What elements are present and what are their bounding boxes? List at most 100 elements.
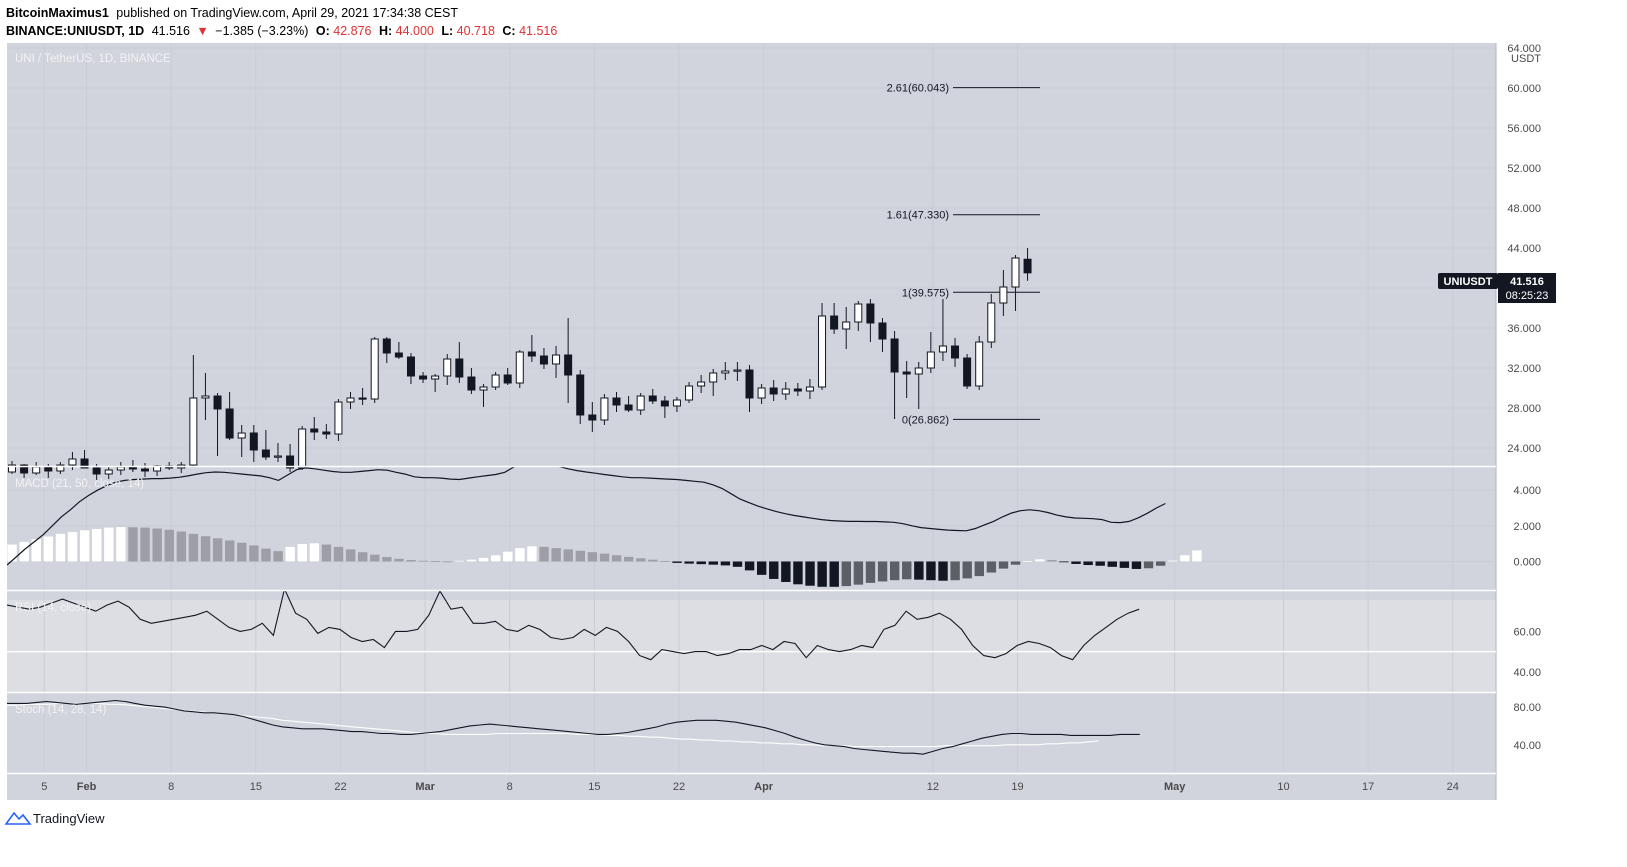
down-arrow-icon: ▼ [196, 24, 208, 38]
macd-hist-bar [1035, 559, 1045, 562]
macd-hist-bar [152, 528, 162, 562]
macd-hist-bar [672, 561, 682, 563]
macd-hist-bar [503, 551, 513, 562]
candle-body [334, 401, 343, 435]
candle [999, 270, 1008, 316]
candle-body [685, 385, 694, 401]
macd-hist-bar [140, 527, 150, 562]
macd-hist-bar [865, 561, 876, 583]
macd-hist-bar [1022, 561, 1033, 562]
candle [189, 355, 198, 466]
candle [140, 463, 149, 477]
time-axis[interactable]: 5 Feb 8 15 22 Mar 8 15 22 Apr 12 19 May 10 17 24 [41, 781, 1459, 793]
tradingview-logo-icon [4, 811, 32, 825]
macd-hist-bar [1119, 561, 1130, 568]
candle-body [588, 414, 597, 421]
price-panel-bg[interactable] [7, 43, 1496, 466]
tradingview-logo[interactable]: TradingView [4, 811, 105, 826]
candle-body [636, 395, 645, 411]
candle [552, 346, 561, 378]
candle [781, 382, 790, 400]
macd-hist-bar [563, 549, 573, 562]
candle [745, 365, 754, 412]
macd-hist-bar [732, 561, 743, 567]
candle-body [721, 370, 730, 374]
candle-body [648, 395, 657, 402]
macd-hist-bar [116, 527, 126, 562]
time-tick-label: 15 [250, 781, 262, 793]
candle-body [346, 397, 355, 403]
macd-hist-bar [297, 544, 307, 562]
macd-hist-bar [418, 560, 428, 562]
macd-hist-bar [164, 529, 174, 562]
candle-body [926, 351, 935, 369]
rsi-band [7, 600, 1496, 692]
candle-body [419, 375, 428, 380]
candle-body [491, 374, 500, 388]
macd-hist-bar [1047, 560, 1057, 562]
candle [8, 461, 16, 474]
time-tick-label: 22 [334, 781, 346, 793]
candle [455, 342, 464, 383]
macd-hist-bar [926, 561, 936, 581]
candle-body [56, 464, 65, 472]
candle [733, 362, 742, 381]
candle [286, 444, 295, 472]
candle-body [576, 374, 585, 416]
candle-body [467, 376, 476, 391]
candle-body [44, 466, 53, 472]
price-axis[interactable]: 64.00060.00056.00052.00048.00044.00040.0… [1507, 43, 1541, 455]
candle-body [116, 466, 125, 471]
candle-body [298, 428, 307, 469]
candle-body [564, 354, 573, 376]
author-name[interactable]: BitcoinMaximus1 [6, 6, 109, 20]
candle-body [539, 355, 548, 365]
candle-body [866, 303, 875, 324]
macd-hist-bar [708, 561, 719, 565]
candle [273, 443, 282, 462]
time-axis-bg [7, 774, 1496, 800]
macd-hist-bar [491, 555, 501, 562]
rsi-tick-label: 40.00 [1513, 667, 1541, 679]
symbol-tag: UNIUSDT [1444, 276, 1493, 288]
macd-hist-bar [877, 561, 888, 582]
last-price-value: 41.516 [1510, 276, 1544, 288]
macd-hist-bar [805, 561, 815, 586]
candle [515, 350, 524, 388]
candle-body [733, 369, 742, 372]
time-tick-label: 12 [927, 781, 939, 793]
open-label: O: [316, 24, 330, 38]
candle-body [1011, 257, 1020, 288]
macd-hist-bar [950, 561, 960, 581]
macd-hist-bar [575, 550, 586, 562]
candle-body [914, 367, 923, 375]
macd-hist-bar [1010, 561, 1021, 565]
rsi-indicator [7, 591, 1496, 661]
candle-body [443, 358, 452, 377]
candle-body [431, 375, 440, 380]
candle-body [951, 345, 960, 359]
macd-panel-bg[interactable] [7, 467, 1496, 590]
macd-hist-bar [345, 549, 356, 562]
candle [721, 362, 730, 380]
candle-body [32, 466, 41, 474]
macd-hist-bar [1059, 561, 1069, 563]
high-value: 44.000 [396, 24, 434, 38]
price-tick-label: 60.000 [1507, 83, 1541, 95]
candle-body [854, 303, 863, 323]
time-tick-label: Feb [77, 781, 97, 793]
price-tick-label: 56.000 [1507, 123, 1541, 135]
stoch-panel-bg[interactable] [7, 693, 1496, 773]
candle [370, 337, 379, 403]
price-tick-label: 24.000 [1507, 443, 1541, 455]
price-tick-label: 44.000 [1507, 243, 1541, 255]
candle [310, 417, 319, 440]
candle-body [394, 352, 403, 358]
macd-hist-bar [527, 546, 537, 562]
tradingview-brand: TradingView [33, 811, 105, 826]
time-tick-label: Apr [754, 781, 774, 793]
macd-hist-bar [382, 557, 392, 562]
macd-tick-label: 2.000 [1513, 521, 1541, 533]
macd-hist-bar [394, 558, 404, 562]
